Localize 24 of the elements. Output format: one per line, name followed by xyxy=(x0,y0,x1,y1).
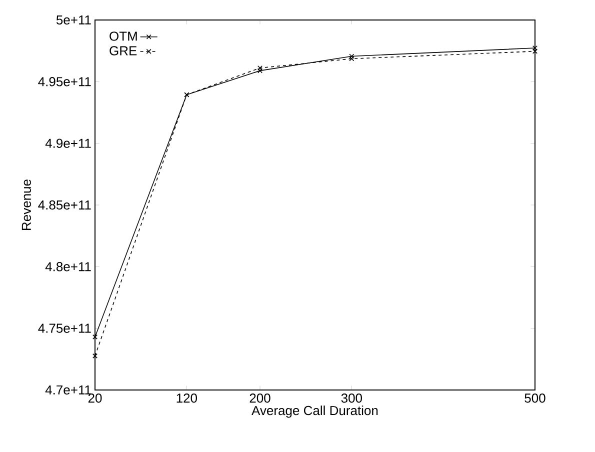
x-tick-label: 500 xyxy=(524,394,546,403)
y-tick-label: 4.75e+11 xyxy=(38,324,91,333)
legend-label: GRE xyxy=(110,46,137,56)
point xyxy=(257,68,263,74)
point xyxy=(349,56,354,62)
x-tick-label: 300 xyxy=(341,394,362,403)
y-axis-title: Revenue xyxy=(22,180,31,230)
x-tick-label: 200 xyxy=(250,394,270,403)
y-tick-label: 4.9e+11 xyxy=(45,138,91,148)
y-tick-label: 5e+11 xyxy=(56,15,91,25)
y-tick-label: 4.8e+11 xyxy=(45,262,91,272)
point xyxy=(257,65,263,70)
x-tick-label: 120 xyxy=(176,394,198,403)
legend-label: OTM xyxy=(110,32,137,41)
x-tick-label: 20 xyxy=(88,394,102,403)
y-tick-label: 4.95e+11 xyxy=(38,77,91,86)
point xyxy=(532,45,538,51)
point xyxy=(92,334,98,340)
y-tick-label: 4.85e+11 xyxy=(38,200,91,210)
point xyxy=(92,353,98,358)
x-axis-title: Average Call Duration xyxy=(252,406,378,418)
point xyxy=(349,54,354,59)
point xyxy=(532,48,538,54)
y-tick-label: 4.7e+11 xyxy=(45,385,91,395)
